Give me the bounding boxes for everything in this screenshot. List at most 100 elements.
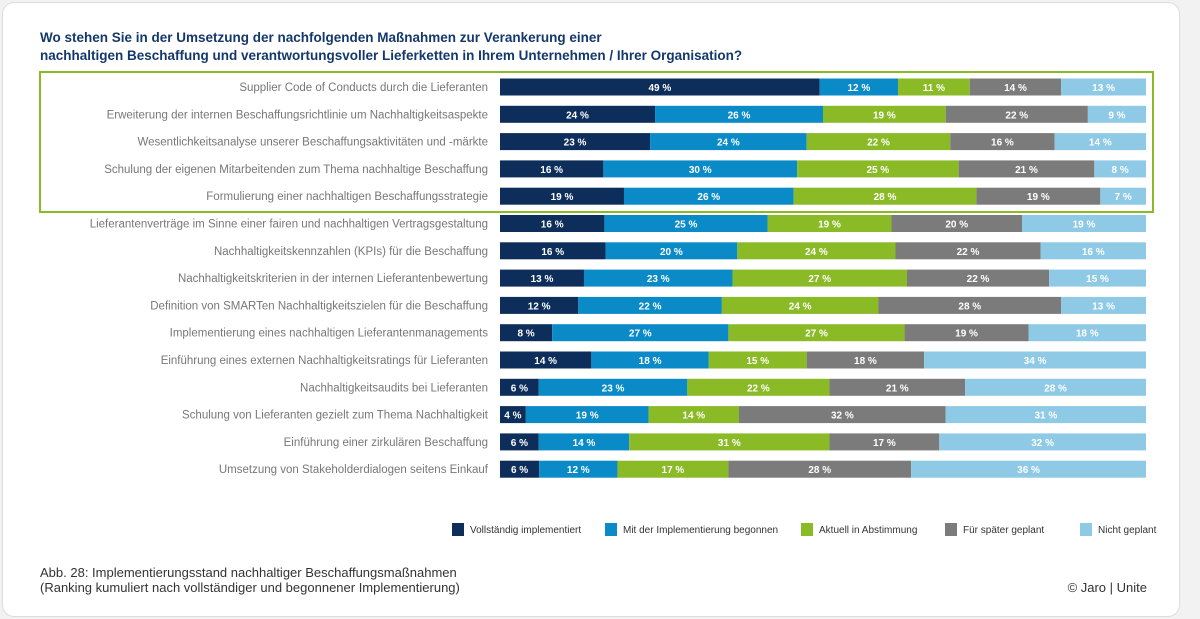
legend-swatch (945, 523, 957, 536)
data-label: 13 % (1092, 301, 1115, 312)
category-label: Lieferantenverträge im Sinne einer faire… (90, 219, 488, 231)
legend-swatch (452, 523, 464, 536)
data-label: 6 % (511, 438, 528, 449)
data-label: 16 % (1082, 247, 1105, 258)
data-label: 4 % (504, 411, 521, 422)
bar-segment (500, 160, 604, 178)
category-label: Schulung von Lieferanten gezielt zum The… (182, 410, 489, 422)
data-label: 9 % (1108, 110, 1125, 121)
data-label: 19 % (955, 329, 978, 340)
bar-segment (965, 378, 1146, 396)
data-label: 32 % (831, 411, 854, 422)
data-label: 17 % (662, 465, 685, 476)
legend-swatch (801, 523, 813, 536)
bar-segment (500, 296, 579, 314)
bar-segment (950, 133, 1055, 151)
category-label: Implementierung eines nachhaltigen Liefe… (170, 328, 489, 340)
bar-segment (721, 296, 879, 314)
data-label: 31 % (718, 438, 741, 449)
bar-segment (538, 378, 688, 396)
data-label: 6 % (511, 465, 528, 476)
bar-segment (603, 160, 798, 178)
data-label: 12 % (528, 301, 551, 312)
legend-label: Vollständig implementiert (470, 525, 581, 536)
category-label: Nachhaltigkeitskriterien in der internen… (178, 273, 488, 285)
data-label: 18 % (1076, 329, 1099, 340)
bar-segment (819, 78, 899, 96)
data-label: 17 % (873, 438, 896, 449)
category-label: Definition von SMARTen Nachhaltigkeitszi… (150, 300, 488, 312)
category-label: Nachhaltigkeitsaudits bei Lieferanten (300, 382, 488, 394)
data-label: 22 % (957, 247, 980, 258)
bar-segment (1087, 105, 1146, 123)
bar-segment (906, 269, 1050, 287)
data-label: 22 % (1005, 110, 1028, 121)
data-label: 22 % (867, 138, 890, 149)
data-label: 7 % (1115, 192, 1132, 203)
bar-segment (538, 433, 630, 451)
title-line-1: Wo stehen Sie in der Umsetzung der nachf… (40, 30, 602, 45)
data-label: 19 % (873, 110, 896, 121)
bar-segment (806, 351, 925, 369)
data-label: 19 % (551, 192, 574, 203)
bar-segment (552, 324, 729, 342)
highlight-box (39, 71, 1154, 213)
bar-segment (500, 105, 656, 123)
data-label: 24 % (789, 301, 812, 312)
bar-segment (583, 269, 733, 287)
bar-segment (958, 160, 1095, 178)
data-label: 28 % (874, 192, 897, 203)
caption-line-2: (Ranking kumuliert nach vollständiger un… (40, 580, 460, 595)
bar-segment (650, 133, 807, 151)
data-label: 19 % (1027, 192, 1050, 203)
bar-segment (797, 160, 959, 178)
data-label: 22 % (747, 383, 770, 394)
bar-segment (500, 460, 540, 478)
data-label: 14 % (1004, 83, 1027, 94)
bar-segment (823, 105, 946, 123)
bar-segment (500, 378, 539, 396)
bar-segment (878, 296, 1062, 314)
data-label: 20 % (945, 220, 968, 231)
bar-segment (898, 78, 970, 96)
bar-segment (737, 242, 896, 260)
data-label: 12 % (567, 465, 590, 476)
category-label: Supplier Code of Conducts durch die Lief… (239, 82, 488, 94)
data-label: 19 % (576, 411, 599, 422)
bar-segment (617, 460, 729, 478)
data-label: 16 % (541, 220, 564, 231)
data-label: 24 % (566, 110, 589, 121)
bar-segment (924, 351, 1146, 369)
data-label: 18 % (854, 356, 877, 367)
bar-segment (939, 433, 1146, 451)
data-label: 13 % (1092, 83, 1115, 94)
caption-line-1: Abb. 28: Implementierungsstand nachhalti… (40, 565, 457, 580)
bar-segment (728, 460, 912, 478)
data-label: 8 % (517, 329, 534, 340)
bar-segment (500, 133, 651, 151)
data-label: 19 % (818, 220, 841, 231)
data-label: 27 % (805, 329, 828, 340)
bar-segment (1028, 324, 1146, 342)
data-label: 21 % (1015, 165, 1038, 176)
data-label: 16 % (991, 138, 1014, 149)
legend-label: Für später geplant (963, 525, 1044, 536)
bar-segment (945, 105, 1088, 123)
copyright: © Jaro | Unite (1067, 580, 1147, 595)
data-label: 31 % (1034, 411, 1057, 422)
bar-segment (793, 187, 977, 205)
data-label: 13 % (531, 274, 554, 285)
bar-segment (605, 242, 738, 260)
data-label: 14 % (1089, 138, 1112, 149)
category-label: Einführung eines externen Nachhaltigkeit… (161, 355, 488, 367)
bar-segment (895, 242, 1041, 260)
bar-segment (648, 406, 740, 424)
bar-segment (591, 351, 709, 369)
legend-swatch (1080, 523, 1092, 536)
legend-swatch (605, 523, 617, 536)
bar-segment (1049, 269, 1146, 287)
bar-segment (539, 460, 618, 478)
data-label: 15 % (746, 356, 769, 367)
bar-segment (500, 242, 606, 260)
data-label: 28 % (958, 301, 981, 312)
